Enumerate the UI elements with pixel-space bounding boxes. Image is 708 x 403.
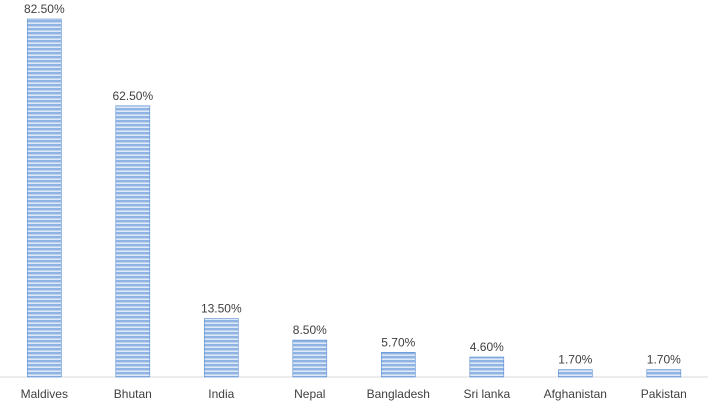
bar-india — [204, 318, 239, 378]
value-label-bhutan: 62.50% — [112, 89, 153, 103]
value-label-sri-lanka: 4.60% — [470, 340, 504, 354]
bar-bhutan — [115, 105, 151, 378]
value-label-india: 13.50% — [201, 301, 242, 315]
value-label-bangladesh: 5.70% — [381, 335, 415, 349]
bar-nepal — [292, 339, 328, 378]
bar-maldives — [26, 18, 62, 378]
bar-bangladesh — [380, 351, 416, 378]
bar-sri-lanka — [469, 356, 505, 378]
category-label-afghanistan: Afghanistan — [544, 387, 607, 401]
bar-afghanistan — [557, 369, 593, 378]
bars-group — [26, 18, 682, 378]
value-label-maldives: 82.50% — [24, 2, 65, 16]
bar-pakistan — [646, 369, 682, 378]
category-label-bangladesh: Bangladesh — [367, 387, 430, 401]
category-label-pakistan: Pakistan — [641, 387, 687, 401]
value-label-afghanistan: 1.70% — [558, 353, 592, 367]
value-label-nepal: 8.50% — [293, 323, 327, 337]
value-label-pakistan: 1.70% — [647, 353, 681, 367]
category-label-maldives: Maldives — [21, 387, 68, 401]
category-label-sri-lanka: Sri lanka — [463, 387, 510, 401]
value-labels-group: 82.50% 62.50% 13.50% 8.50% 5.70% 4.60% 1.70% 1.… — [24, 2, 681, 367]
category-label-bhutan: Bhutan — [114, 387, 152, 401]
category-label-nepal: Nepal — [294, 387, 325, 401]
category-labels-group: Maldives Bhutan India Nepal Bangladesh Sri la… — [21, 387, 687, 401]
category-label-india: India — [208, 387, 234, 401]
